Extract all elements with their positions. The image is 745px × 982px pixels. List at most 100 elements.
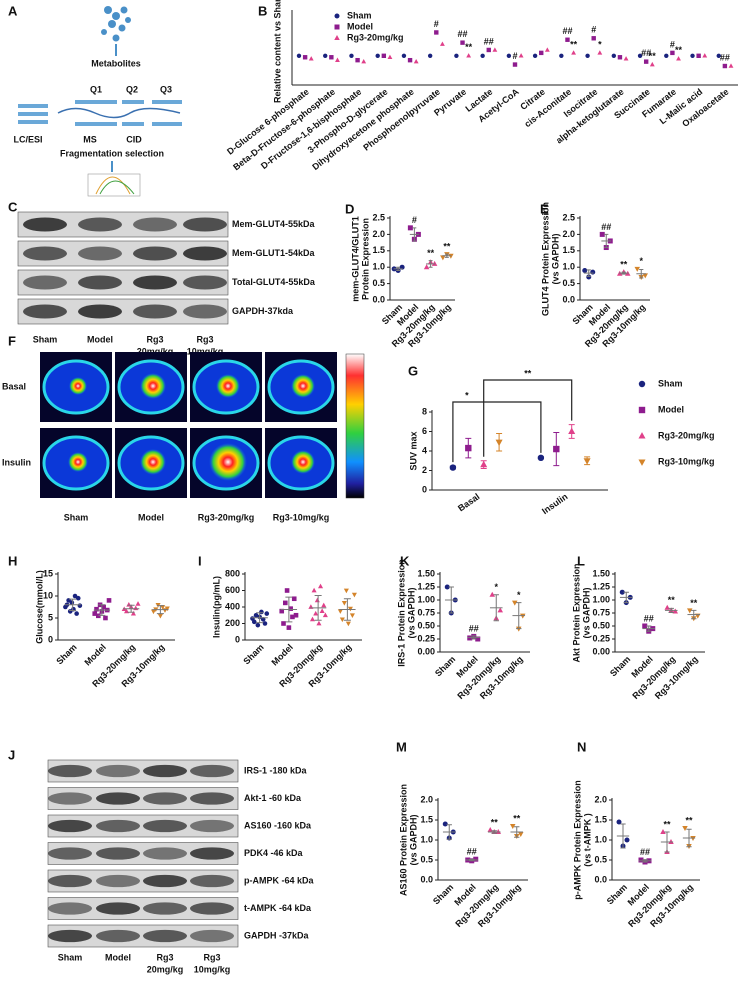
blot-label: Akt-1 -60 kDa — [244, 793, 302, 803]
data-point — [492, 47, 498, 52]
y-tick-label: 4 — [422, 445, 427, 455]
blot-band — [190, 874, 234, 888]
significance-label: # — [512, 51, 517, 61]
significance-label: ## — [469, 623, 479, 633]
blot-band — [23, 217, 67, 232]
legend-label: Model — [347, 21, 373, 31]
legend-label: Sham — [347, 10, 372, 20]
data-point — [329, 55, 334, 60]
data-point — [486, 47, 491, 53]
data-point — [466, 53, 472, 58]
significance-label: * — [465, 390, 469, 400]
data-point — [349, 53, 354, 58]
data-point — [495, 439, 503, 447]
data-point — [319, 608, 325, 613]
error-bar — [493, 594, 499, 622]
error-bar — [412, 227, 417, 242]
data-point — [135, 601, 141, 606]
data-point — [291, 596, 297, 602]
x-tick-label: Oxaloacetate — [680, 87, 730, 129]
data-point — [322, 612, 328, 618]
error-bar — [514, 826, 520, 838]
data-point — [467, 635, 473, 641]
blot-band — [143, 847, 187, 860]
data-point — [565, 37, 570, 42]
data-point — [296, 53, 302, 58]
data-point — [638, 406, 646, 414]
data-point — [164, 606, 170, 612]
column-label: Sham — [64, 512, 89, 522]
data-point — [537, 454, 545, 462]
lane-label: 20mg/kg — [147, 964, 184, 974]
panel-label: K — [400, 553, 410, 568]
y-axis-label: (vs t-AMPK ) — [582, 813, 592, 867]
y-tick-label: 600 — [225, 585, 240, 595]
data-point — [539, 50, 544, 56]
data-point — [449, 464, 457, 471]
data-point — [375, 53, 380, 58]
data-point — [442, 821, 448, 827]
data-point — [279, 608, 285, 614]
significance-label: ## — [562, 26, 572, 36]
data-point — [311, 587, 317, 593]
blot-band — [96, 929, 140, 943]
data-point — [716, 53, 721, 58]
data-point — [676, 56, 681, 61]
error-bar — [621, 271, 626, 275]
data-point — [702, 53, 708, 58]
data-point — [624, 837, 630, 843]
x-tick-label: Sham — [433, 654, 457, 678]
diagram-label: LC/ESI — [13, 134, 42, 144]
error-bar — [471, 635, 477, 640]
error-bar — [446, 824, 452, 840]
blot-band — [190, 792, 234, 805]
scan-heart — [68, 452, 88, 472]
row-label: Insulin — [2, 457, 31, 467]
data-point — [313, 610, 319, 616]
y-axis-label: Glucose(mmol/L) — [34, 570, 44, 644]
lane-label: Sham — [33, 334, 58, 344]
data-point — [343, 588, 349, 594]
data-point — [497, 607, 503, 613]
y-tick-label: 0.0 — [562, 294, 575, 304]
error-bar — [623, 591, 629, 604]
data-point — [77, 603, 83, 608]
y-tick-label: 1.0 — [372, 262, 385, 272]
legend-label: Rg3-10mg/kg — [658, 456, 715, 466]
significance-label: ** — [675, 45, 683, 55]
data-point — [617, 55, 623, 60]
diagram-label: Q3 — [160, 84, 172, 94]
significance-label: ** — [668, 595, 676, 605]
data-point — [335, 57, 340, 62]
data-point — [69, 600, 75, 605]
blot-band — [96, 902, 140, 915]
error-bar — [396, 266, 401, 271]
data-point — [341, 601, 347, 606]
panel-label: A — [8, 3, 18, 18]
error-bar — [448, 586, 454, 614]
data-point — [571, 50, 577, 55]
data-point — [423, 264, 430, 270]
scan-heart — [209, 443, 247, 481]
blot-band — [133, 217, 177, 232]
y-tick-label: 1.0 — [420, 834, 433, 844]
data-point — [670, 50, 675, 56]
error-bar — [642, 859, 648, 863]
data-point — [682, 826, 688, 831]
y-tick-label: 0.75 — [592, 607, 610, 617]
significance-label: ** — [620, 259, 628, 269]
data-point — [637, 53, 643, 58]
error-bar — [444, 253, 449, 258]
y-tick-label: 0.0 — [372, 294, 385, 304]
blot-band — [143, 792, 187, 805]
significance-label: ## — [720, 52, 730, 62]
data-point — [286, 625, 292, 630]
y-tick-label: 2 — [422, 465, 427, 475]
y-tick-label: 0.5 — [594, 854, 607, 864]
error-bar — [491, 830, 497, 834]
data-point — [255, 622, 261, 628]
data-point — [334, 24, 340, 30]
y-axis-label: AS160 Protein Expression — [398, 784, 408, 896]
lane-label: Rg3 — [196, 334, 213, 344]
